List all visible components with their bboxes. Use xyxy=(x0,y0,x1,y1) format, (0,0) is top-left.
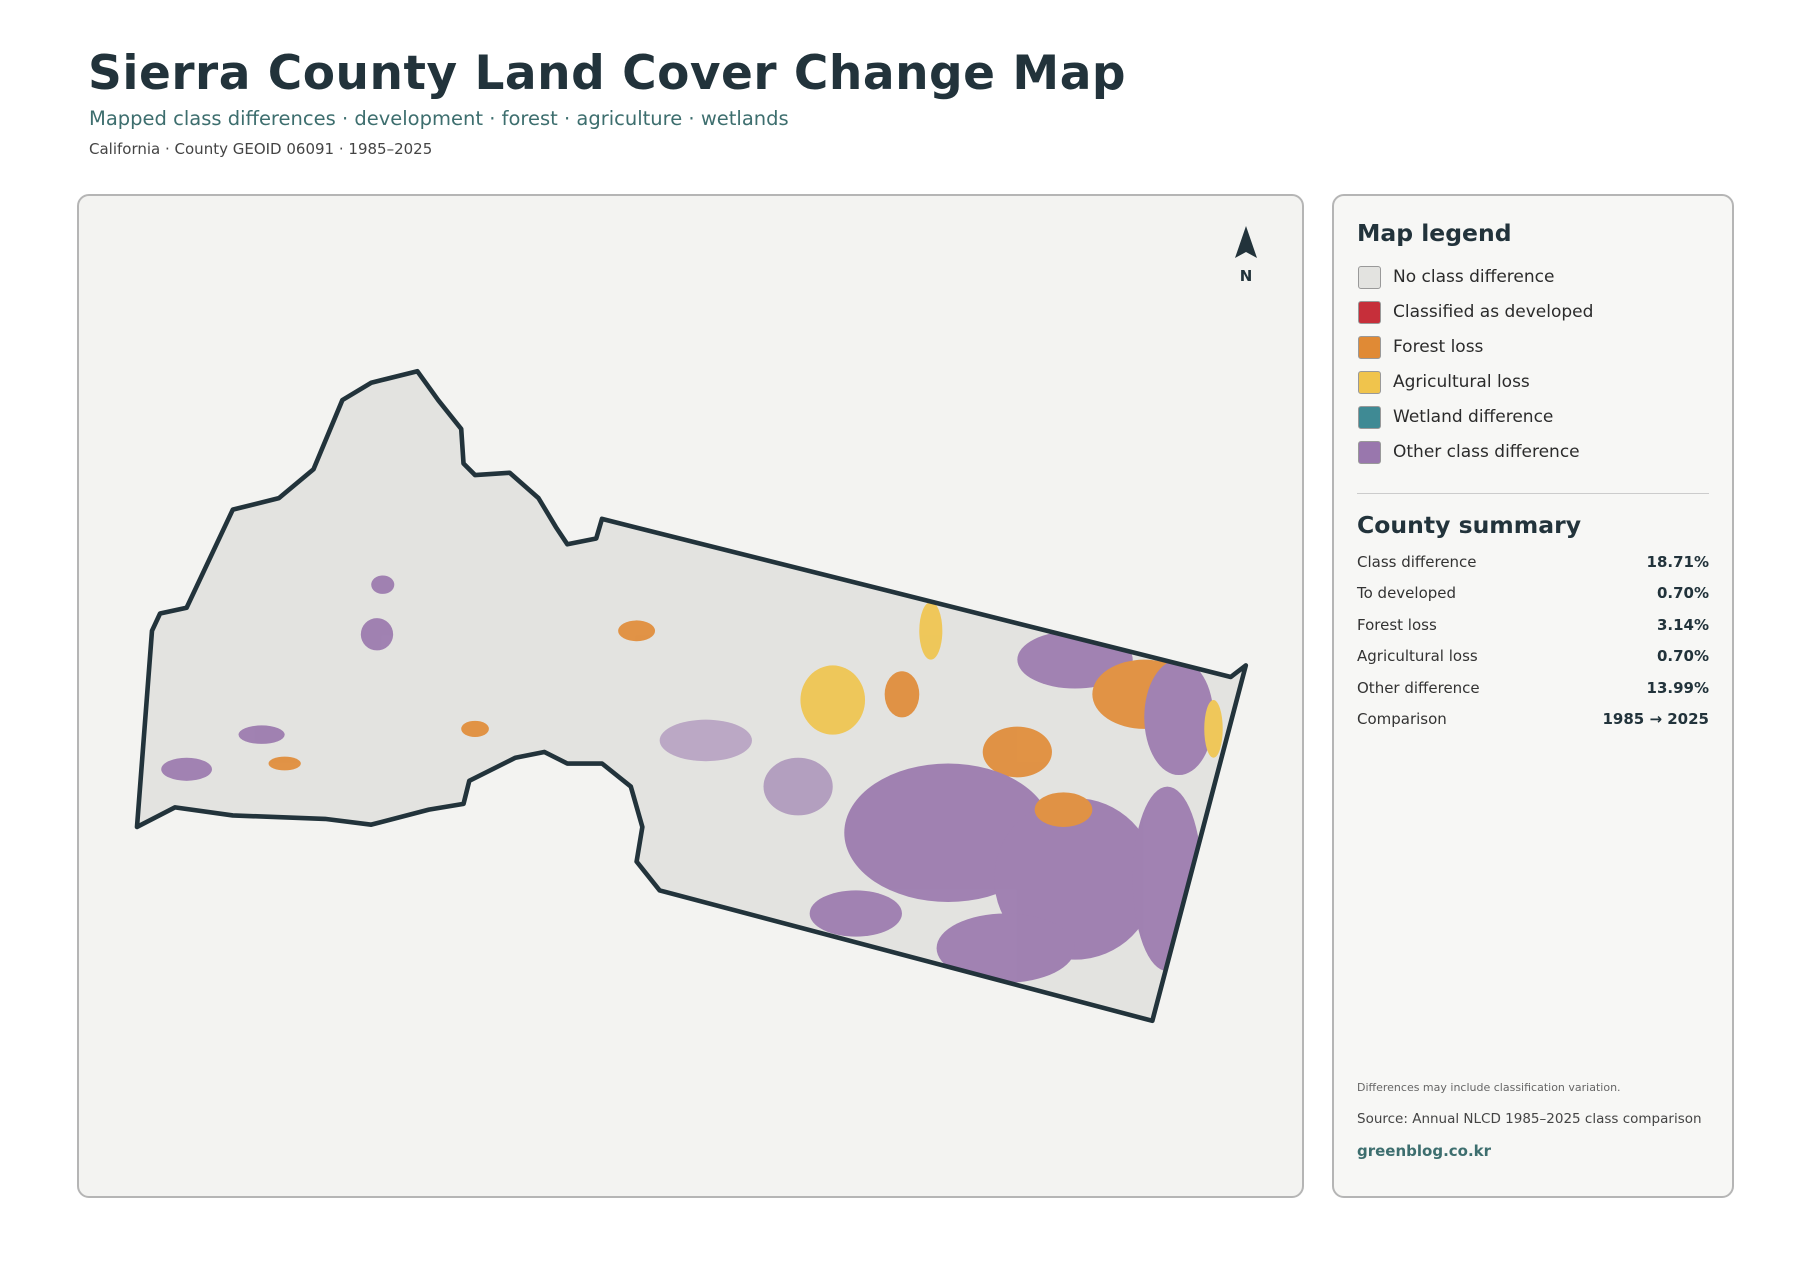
summary-row: Comparison 1985 → 2025 xyxy=(1357,710,1709,728)
summary-value: 18.71% xyxy=(1646,553,1709,571)
note: Differences may include classification v… xyxy=(1357,1081,1621,1094)
summary-label: Comparison xyxy=(1357,710,1447,728)
legend-item: Wetland difference xyxy=(1358,404,1553,430)
summary-value: 0.70% xyxy=(1656,584,1709,603)
county-outline xyxy=(134,368,1249,1024)
legend-swatch xyxy=(1358,335,1381,359)
subtitle: Mapped class differences · development ·… xyxy=(89,107,789,130)
legend-item: Forest loss xyxy=(1358,334,1483,360)
summary-label: To developed xyxy=(1357,584,1457,603)
summary-value: 0.70% xyxy=(1656,647,1709,666)
map: N xyxy=(134,226,1257,1024)
brand: greenblog.co.kr xyxy=(1357,1142,1492,1160)
summary-value: 1985 → 2025 xyxy=(1602,710,1709,728)
county xyxy=(134,368,1249,1024)
legend-swatch xyxy=(1358,405,1381,429)
legend-swatch xyxy=(1358,440,1381,464)
summary-title: County summary xyxy=(1357,511,1582,539)
legend-swatch xyxy=(1358,300,1381,324)
legend-item: No class difference xyxy=(1358,264,1554,290)
legend-label: Classified as developed xyxy=(1393,302,1594,322)
change-patches xyxy=(161,575,1223,983)
summary-value: 3.14% xyxy=(1656,615,1709,634)
legend-swatch xyxy=(1358,265,1381,289)
legend-label: Wetland difference xyxy=(1393,407,1554,427)
north-label: N xyxy=(1240,267,1253,285)
map-panel: N xyxy=(77,194,1304,1198)
north-arrow xyxy=(1235,226,1257,258)
side-panel: Map legend County summary Differences ma… xyxy=(1332,194,1734,1198)
legend-swatch xyxy=(1358,370,1381,394)
summary-label: Agricultural loss xyxy=(1357,647,1478,666)
summary-row: Agricultural loss 0.70% xyxy=(1357,647,1709,665)
summary-row: To developed 0.70% xyxy=(1357,584,1709,602)
title: Sierra County Land Cover Change Map xyxy=(88,46,1127,101)
summary-label: Other difference xyxy=(1357,678,1480,697)
legend-item: Agricultural loss xyxy=(1358,369,1530,395)
legend-label: Other class difference xyxy=(1393,442,1580,462)
legend-label: Forest loss xyxy=(1393,337,1484,357)
summary-row: Class difference 18.71% xyxy=(1357,553,1709,571)
legend-item: Classified as developed xyxy=(1358,299,1593,325)
divider xyxy=(1357,493,1709,494)
summary-label: Class difference xyxy=(1357,553,1477,571)
legend-label: No class difference xyxy=(1393,267,1555,287)
source: Source: Annual NLCD 1985–2025 class comp… xyxy=(1357,1111,1702,1127)
summary-value: 13.99% xyxy=(1646,678,1709,697)
meta: California · County GEOID 06091 · 1985–2… xyxy=(89,140,433,158)
legend-item: Other class difference xyxy=(1358,439,1580,465)
legend-label: Agricultural loss xyxy=(1393,372,1530,392)
summary-row: Forest loss 3.14% xyxy=(1357,616,1709,634)
legend-title: Map legend xyxy=(1357,219,1512,247)
summary-label: Forest loss xyxy=(1357,615,1437,634)
summary-row: Other difference 13.99% xyxy=(1357,679,1709,697)
